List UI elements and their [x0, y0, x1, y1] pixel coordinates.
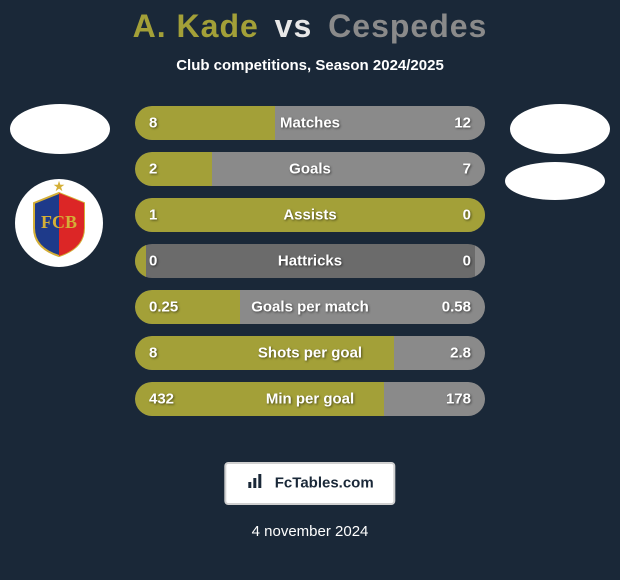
chart-icon — [246, 472, 264, 495]
stat-value-right: 178 — [446, 391, 471, 408]
stat-bar-left — [135, 152, 212, 186]
stat-bar-left — [135, 244, 146, 278]
player1-name: A. Kade — [133, 8, 259, 44]
star-icon: ★ — [53, 178, 66, 195]
stats-container: 8 Matches 12 2 Goals 7 1 Assists 0 0 Hat… — [135, 94, 485, 416]
stat-label: Hattricks — [278, 253, 342, 270]
stat-label: Goals per match — [251, 299, 369, 316]
stat-value-right: 0 — [463, 207, 471, 224]
stat-bar-right — [475, 244, 486, 278]
subtitle: Club competitions, Season 2024/2025 — [0, 57, 620, 74]
stat-label: Shots per goal — [258, 345, 362, 362]
stat-value-right: 12 — [454, 115, 471, 132]
stat-label: Goals — [289, 161, 331, 178]
player1-club-badge: ★ FCB — [15, 179, 103, 267]
club-badge-icon: ★ FCB — [24, 188, 94, 258]
header: A. Kade vs Cespedes Club competitions, S… — [0, 0, 620, 74]
stat-row-hattricks: 0 Hattricks 0 — [135, 244, 485, 278]
stat-value-left: 2 — [149, 161, 157, 178]
stat-label: Assists — [283, 207, 336, 224]
stat-label: Matches — [280, 115, 340, 132]
stat-value-left: 1 — [149, 207, 157, 224]
vs-text: vs — [275, 8, 313, 44]
stat-value-left: 8 — [149, 345, 157, 362]
stat-row-assists: 1 Assists 0 — [135, 198, 485, 232]
stat-value-left: 0.25 — [149, 299, 178, 316]
player1-avatar-placeholder — [10, 104, 110, 154]
stat-value-left: 8 — [149, 115, 157, 132]
stat-bar-right — [394, 336, 485, 370]
stat-label: Min per goal — [266, 391, 354, 408]
footer: FcTables.com 4 november 2024 — [224, 462, 395, 540]
svg-text:FCB: FCB — [41, 212, 77, 232]
player2-club-placeholder — [505, 162, 605, 200]
stat-value-left: 432 — [149, 391, 174, 408]
player2-name: Cespedes — [328, 8, 487, 44]
stat-value-right: 0 — [463, 253, 471, 270]
content-area: ★ FCB 8 Matches 12 2 Goals 7 1 — [0, 94, 620, 416]
stat-row-mpg: 432 Min per goal 178 — [135, 382, 485, 416]
logo-text: FcTables.com — [275, 475, 374, 492]
comparison-title: A. Kade vs Cespedes — [0, 8, 620, 45]
stat-value-right: 7 — [463, 161, 471, 178]
stat-value-right: 2.8 — [450, 345, 471, 362]
date-text: 4 november 2024 — [224, 523, 395, 540]
stat-row-matches: 8 Matches 12 — [135, 106, 485, 140]
stat-row-spg: 8 Shots per goal 2.8 — [135, 336, 485, 370]
player2-avatar-placeholder — [510, 104, 610, 154]
logo-box[interactable]: FcTables.com — [224, 462, 395, 505]
stat-row-gpm: 0.25 Goals per match 0.58 — [135, 290, 485, 324]
stat-bar-right — [212, 152, 485, 186]
stat-value-left: 0 — [149, 253, 157, 270]
stat-value-right: 0.58 — [442, 299, 471, 316]
stat-row-goals: 2 Goals 7 — [135, 152, 485, 186]
